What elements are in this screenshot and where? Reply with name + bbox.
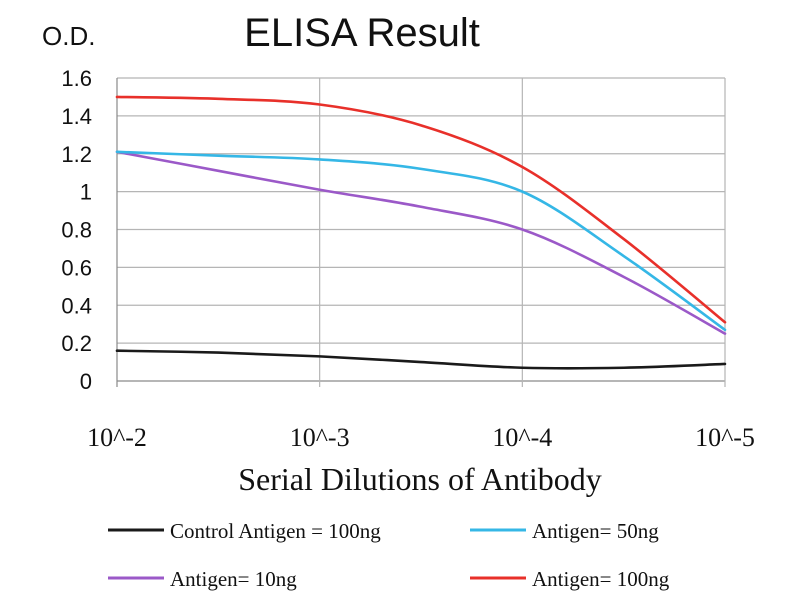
series-lines — [115, 95, 727, 370]
plot-grid — [116, 77, 726, 387]
y-axis-label: O.D. — [42, 21, 95, 51]
y-tick-labels: 0 0.2 0.4 0.6 0.8 1 1.2 1.4 1.6 — [61, 66, 92, 394]
y-tick-label: 0.4 — [61, 293, 92, 318]
x-tick-label: 10^-4 — [492, 423, 552, 452]
y-tick-label: 0 — [80, 369, 92, 394]
series-line-0 — [115, 349, 727, 370]
series-line-1 — [115, 150, 727, 335]
x-tick-label: 10^-3 — [290, 423, 350, 452]
chart-title: ELISA Result — [244, 11, 480, 55]
series-line-3 — [115, 95, 727, 324]
y-tick-label: 1 — [80, 180, 92, 205]
x-tick-label: 10^-2 — [87, 423, 147, 452]
x-tick-label: 10^-5 — [695, 423, 755, 452]
legend-label-2: Antigen= 50ng — [532, 519, 659, 543]
y-tick-label: 1.4 — [61, 104, 92, 129]
legend-label-3: Antigen= 100ng — [532, 567, 670, 591]
y-tick-label: 0.8 — [61, 218, 92, 243]
legend-label-0: Control Antigen = 100ng — [170, 519, 381, 543]
y-tick-label: 1.2 — [61, 142, 92, 167]
legend: Control Antigen = 100ng Antigen= 50ng Anti… — [108, 519, 670, 591]
x-axis-label: Serial Dilutions of Antibody — [238, 461, 602, 497]
legend-label-1: Antigen= 10ng — [170, 567, 297, 591]
y-tick-label: 0.2 — [61, 331, 92, 356]
x-tick-labels: 10^-2 10^-3 10^-4 10^-5 — [87, 423, 755, 452]
y-tick-label: 1.6 — [61, 66, 92, 91]
y-tick-label: 0.6 — [61, 255, 92, 280]
series-line-2 — [115, 150, 727, 332]
